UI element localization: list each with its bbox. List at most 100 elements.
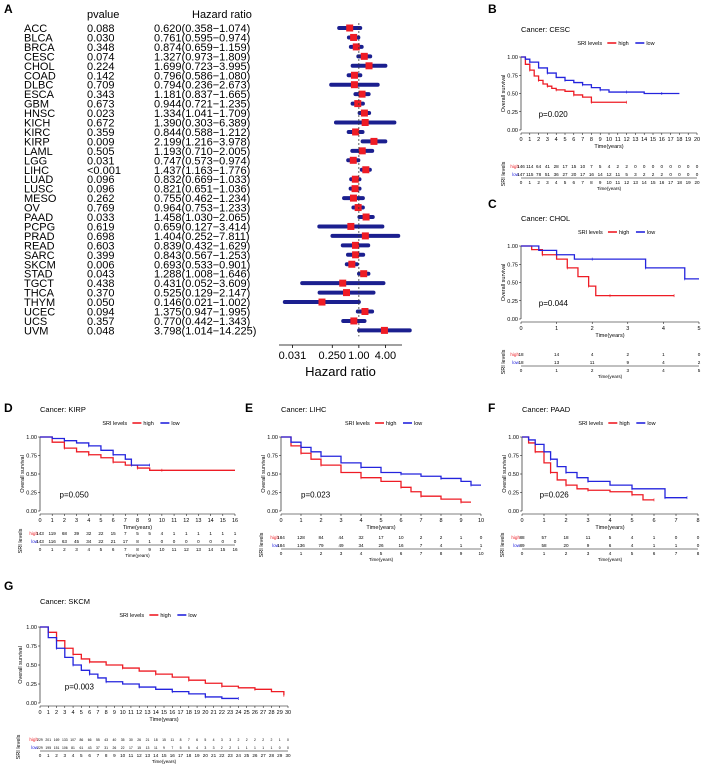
forest-row-pvalue: 0.343 <box>87 89 115 101</box>
km-x-tick-label: 0 <box>38 518 41 524</box>
km-y-tick-label: 0.25 <box>507 299 518 305</box>
km-risk-x-tick-label: 18 <box>186 753 192 758</box>
forest-row-pvalue: 0.698 <box>87 231 115 243</box>
km-x-tick-label: 1 <box>47 710 50 716</box>
km-risk-cell-low: 1 <box>237 746 239 750</box>
km-risk-cell-high: 4 <box>161 531 164 536</box>
forest-x-tick-label: 4.00 <box>375 350 396 362</box>
km-risk-cell-low: 22 <box>98 539 104 544</box>
forest-row-cancer: ESCA <box>24 89 55 101</box>
km-risk-x-tick-label: 21 <box>211 753 217 758</box>
km-risk-x-tick-label: 16 <box>232 547 238 552</box>
km-risk-cell-high: 184 <box>277 535 285 540</box>
forest-x-tick-label: 0.031 <box>279 350 307 362</box>
km-risk-x-tick-label: 11 <box>615 180 620 185</box>
km-x-tick-label: 15 <box>650 137 656 143</box>
km-risk-x-tick-label: 0 <box>520 368 523 373</box>
km-risk-cell-low: 229 <box>37 746 43 750</box>
km-y-tick-label: 0.50 <box>507 281 518 287</box>
km-y-axis-title: Overall survival <box>20 455 26 493</box>
km-risk-cell-high: 201 <box>45 738 51 742</box>
km-risk-cell-high: 41 <box>545 164 551 169</box>
km-risk-cell-low: 147 <box>517 172 525 177</box>
km-series-high <box>521 245 675 297</box>
km-x-tick-label: 17 <box>668 137 674 143</box>
km-x-tick-label: 4 <box>359 518 362 524</box>
km-risk-cell-low: 49 <box>338 543 344 548</box>
km-risk-cell-high: 0 <box>678 164 681 169</box>
km-y-tick-label: 0.00 <box>267 509 278 515</box>
km-x-tick-label: 1 <box>299 518 302 524</box>
forest-row-hr-text: 1.375(0.947−1.995) <box>154 307 250 319</box>
km-x-tick-label: 5 <box>99 518 102 524</box>
forest-row-pvalue: 0.031 <box>87 155 115 167</box>
forest-row-hr-text: 2.199(1.216−3.978) <box>154 136 250 148</box>
km-risk-cell-low: 2 <box>221 746 223 750</box>
km-x-tick-label: 17 <box>177 710 183 716</box>
forest-row-hr-text: 1.334(1.041−1.709) <box>154 108 250 120</box>
km-risk-cell-high: 2 <box>627 352 630 357</box>
km-x-tick-label: 2 <box>537 137 540 143</box>
km-x-tick-label: 9 <box>148 518 151 524</box>
km-x-tick-label: 18 <box>676 137 682 143</box>
forest-row-cancer: LGG <box>24 155 47 167</box>
km-risk-cell-low: 1 <box>254 746 256 750</box>
km-risk-x-tick-label: 8 <box>136 547 139 552</box>
km-risk-x-tick-label: 3 <box>75 547 78 552</box>
km-risk-cell-high: 1 <box>173 531 176 536</box>
km-risk-cell-low: 1 <box>148 539 151 544</box>
forest-row-hr-text: 1.181(0.837−1.665) <box>154 89 250 101</box>
forest-point <box>352 128 360 136</box>
km-risk-x-tick-label: 1 <box>300 551 303 556</box>
km-x-tick-label: 12 <box>624 137 630 143</box>
km-risk-cell-high: 15 <box>571 164 577 169</box>
km-risk-cell-high: 21 <box>146 738 150 742</box>
km-legend-label-high: high <box>160 613 170 619</box>
km-x-tick-label: 19 <box>194 710 200 716</box>
km-y-tick-label: 0.50 <box>508 472 519 478</box>
km-y-tick-label: 1.00 <box>507 55 518 61</box>
km-risk-cell-high: 44 <box>338 535 344 540</box>
forest-point <box>350 81 358 89</box>
forest-row-pvalue: 0.096 <box>87 184 115 196</box>
km-x-tick-label: 11 <box>171 518 177 524</box>
km-risk-cell-high: 0 <box>480 535 483 540</box>
km-risk-row-label-high: high <box>270 535 279 540</box>
forest-point <box>339 279 347 287</box>
km-risk-x-tick-label: 11 <box>129 753 134 758</box>
forest-row-cancer: PCPG <box>24 221 55 233</box>
forest-row-cancer: LAML <box>24 146 53 158</box>
km-risk-x-tick-label: 3 <box>64 753 67 758</box>
km-risk-cell-high: 2 <box>262 738 264 742</box>
km-risk-cell-high: 4 <box>591 352 594 357</box>
km-risk-cell-low: 1 <box>246 746 248 750</box>
km-risk-cell-low: 184 <box>277 543 285 548</box>
forest-row-cancer: PRAD <box>24 231 55 243</box>
km-series-high <box>521 56 627 103</box>
km-x-tick-label: 9 <box>113 710 116 716</box>
km-x-axis-title: Time(years) <box>594 144 623 150</box>
km-risk-cell-low: 26 <box>113 746 117 750</box>
km-x-tick-label: 8 <box>590 137 593 143</box>
km-risk-x-tick-label: 7 <box>420 551 423 556</box>
km-risk-x-tick-label: 15 <box>220 547 226 552</box>
forest-row-pvalue: 0.505 <box>87 146 115 158</box>
km-risk-cell-low: 7 <box>420 543 423 548</box>
forest-row-hr-text: 0.761(0.595−0.974) <box>154 32 250 44</box>
forest-row-hr-text: 0.832(0.669−1.033) <box>154 174 250 186</box>
km-x-tick-label: 6 <box>399 518 402 524</box>
forest-row-hr-text: 0.431(0.052−3.609) <box>154 278 250 290</box>
km-plot-skcm: Cancer: SKCM SRI levels high low 0.00 0.25 0.5… <box>16 597 291 764</box>
km-risk-x-tick-label: 15 <box>161 753 167 758</box>
km-x-tick-label: 19 <box>685 137 691 143</box>
km-risk-cell-high: 1 <box>185 531 188 536</box>
km-x-tick-label: 30 <box>285 710 291 716</box>
forest-point <box>350 317 358 325</box>
km-risk-x-tick-label: 3 <box>587 551 590 556</box>
km-x-axis-title: Time(years) <box>149 717 178 723</box>
forest-row-cancer: CESC <box>24 51 55 63</box>
km-risk-x-tick-label: 28 <box>269 753 275 758</box>
forest-row-pvalue: 0.030 <box>87 32 115 44</box>
km-risk-cell-high: 5 <box>204 738 206 742</box>
forest-row-hr-text: 0.821(0.651−1.036) <box>154 184 250 196</box>
